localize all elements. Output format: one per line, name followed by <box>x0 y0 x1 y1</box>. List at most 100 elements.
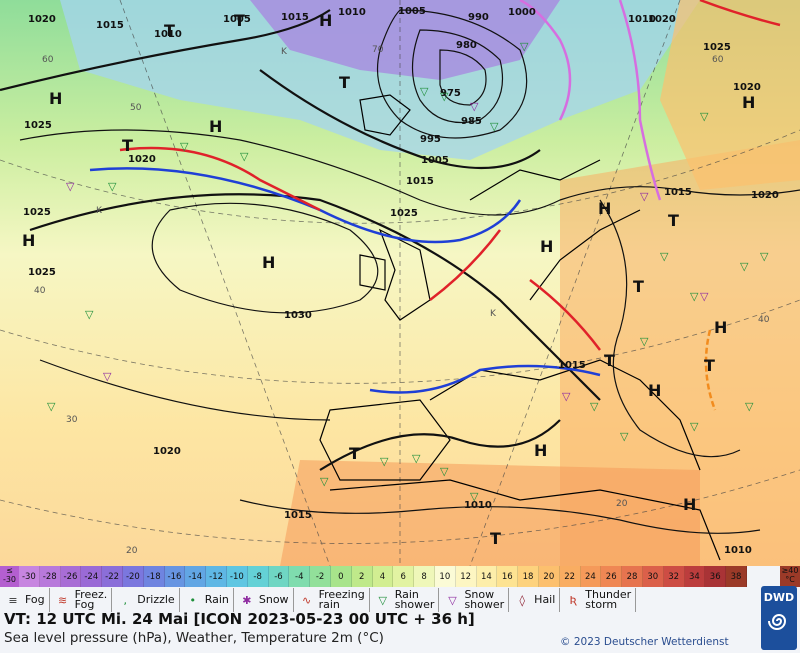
isobar-label: 1020 <box>648 14 676 25</box>
temperature-swatch: 26 <box>601 566 623 587</box>
temperature-swatch: 4 <box>372 566 394 587</box>
weather-symbol-marker: ▽ <box>85 308 94 321</box>
legend-symbol-label: Thunder storm <box>585 588 632 611</box>
weather-symbol-marker: ▽ <box>490 120 499 133</box>
snow-icon: ✱ <box>242 593 252 607</box>
isobar-label: 990 <box>468 12 489 23</box>
temperature-swatch: 38 <box>726 566 747 587</box>
legend-symbol-fog: ≡ Fog <box>0 588 50 612</box>
temperature-swatch: -26 <box>60 566 82 587</box>
temperature-swatch: -4 <box>289 566 311 587</box>
rain-icon: • <box>189 593 196 607</box>
occluded-front-2 <box>618 0 662 201</box>
occluded-front <box>519 0 572 121</box>
isobar-label: 1020 <box>751 190 779 201</box>
temperature-scale: -30 -28 -26 -24 -22 -20 -18 -16 -14 -12 -10 -8 -6 -4-… <box>19 566 747 587</box>
weather-symbol-marker: ▽ <box>562 390 571 403</box>
high-pressure-center: H <box>262 253 275 272</box>
low-pressure-center: T <box>633 277 644 296</box>
weather-symbol-marker: ▽ <box>420 85 429 98</box>
isobar-label: 1015 <box>284 510 312 521</box>
weather-symbol-legend: ≡ Fog ≋ Freez. Fog, Drizzle • Rain ✱ Snow ∿ Freezi… <box>0 588 760 612</box>
high-pressure-center: H <box>540 237 553 256</box>
weather-symbol-marker: ▽ <box>440 90 449 103</box>
warm-front-3 <box>529 279 601 351</box>
temperature-label: 30 <box>66 415 78 425</box>
temperature-swatch: 20 <box>538 566 560 587</box>
temperature-swatch: 12 <box>455 566 477 587</box>
weather-symbol-marker: ▽ <box>690 420 699 433</box>
weather-symbol-marker: ▽ <box>700 110 709 123</box>
isobar-label: 1030 <box>284 310 312 321</box>
temperature-label: 40 <box>758 315 770 325</box>
legend-symbol-label: Drizzle <box>137 593 175 606</box>
freezing-rain-icon: ∿ <box>301 593 312 607</box>
legend-symbol-freezing-fog: ≋ Freez. Fog <box>50 588 113 612</box>
temperature-swatch: -10 <box>226 566 248 587</box>
isobar-label: 1005 <box>421 155 449 166</box>
high-pressure-center: H <box>49 89 62 108</box>
dwd-logo-text: DWD <box>763 591 795 604</box>
legend-symbol-drizzle: , Drizzle <box>112 588 180 612</box>
temperature-swatch: -20 <box>122 566 144 587</box>
cold-core-region <box>250 0 560 80</box>
temperature-swatch: 8 <box>414 566 435 587</box>
isobar-label: 995 <box>420 134 441 145</box>
legend-symbol-label: Rain <box>204 593 229 606</box>
weather-symbol-marker: ▽ <box>108 180 117 193</box>
valid-time: VT: 12 UTC Mi. 24 Mai [ICON 2023-05-23 0… <box>4 610 475 628</box>
low-pressure-center: T <box>604 351 615 370</box>
legend-symbol-label: Hail <box>534 593 556 606</box>
spiral-icon <box>768 614 787 630</box>
temperature-swatch: -28 <box>39 566 61 587</box>
legend-symbol-snow: ✱ Snow <box>234 588 294 612</box>
isobar-label: 1020 <box>28 14 56 25</box>
weather-symbol-marker: ▽ <box>103 370 112 383</box>
freezing-fog-icon: ≋ <box>58 593 68 607</box>
isobar-label: 1020 <box>128 154 156 165</box>
weather-symbol-marker: ▽ <box>740 260 749 273</box>
drizzle-icon: , <box>123 593 128 607</box>
legend-symbol-thunderstorm: Ʀ Thunder storm <box>560 588 637 612</box>
low-pressure-center: T <box>668 211 679 230</box>
warm-front-north <box>699 0 781 27</box>
temperature-swatch: 2 <box>351 566 373 587</box>
weather-symbol-marker: ▽ <box>660 250 669 263</box>
temperature-label: 20 <box>616 499 628 509</box>
coastlines <box>319 94 721 561</box>
temp-labels: 60 50 70 40 30 20 60 40 20 <box>34 45 770 556</box>
temperature-swatch: 16 <box>497 566 519 587</box>
temperature-swatch: 34 <box>684 566 706 587</box>
isobar-label: 1005 <box>398 6 426 17</box>
temperature-label: 70 <box>372 45 384 55</box>
isobar-label: 1015 <box>96 20 124 31</box>
cold-front-2 <box>369 364 601 394</box>
weather-symbol-marker: ▽ <box>320 475 329 488</box>
temperature-swatch: 10 <box>434 566 456 587</box>
isobar-label: 980 <box>456 40 477 51</box>
hail-icon: ◊ <box>519 593 525 607</box>
isobar-label: 1025 <box>703 42 731 53</box>
high-pressure-center: H <box>683 495 696 514</box>
isobar-label: 1020 <box>733 82 761 93</box>
weather-symbol-marker: ▽ <box>440 465 449 478</box>
isobar-label: 1020 <box>153 446 181 457</box>
low-pressure-center: T <box>339 73 350 92</box>
weather-symbol-marker: ▽ <box>640 190 649 203</box>
temperature-swatch: 22 <box>559 566 581 587</box>
isobar-label: 1025 <box>23 207 51 218</box>
weather-symbol-marker: ▽ <box>620 430 629 443</box>
weather-symbol-marker: ▽ <box>180 140 189 153</box>
trough-marker: K <box>490 309 497 319</box>
temperature-swatch: -18 <box>143 566 165 587</box>
temperature-label: 50 <box>130 103 142 113</box>
temperature-swatch: -2 <box>310 566 331 587</box>
warm-front-2 <box>429 229 501 301</box>
isobar-label: 1010 <box>724 545 752 556</box>
isobar-label: 1025 <box>390 208 418 219</box>
temperature-swatch: -8 <box>247 566 269 587</box>
weather-symbol-marker: ▽ <box>47 400 56 413</box>
temperature-swatch: -16 <box>164 566 186 587</box>
fog-icon: ≡ <box>8 593 18 607</box>
